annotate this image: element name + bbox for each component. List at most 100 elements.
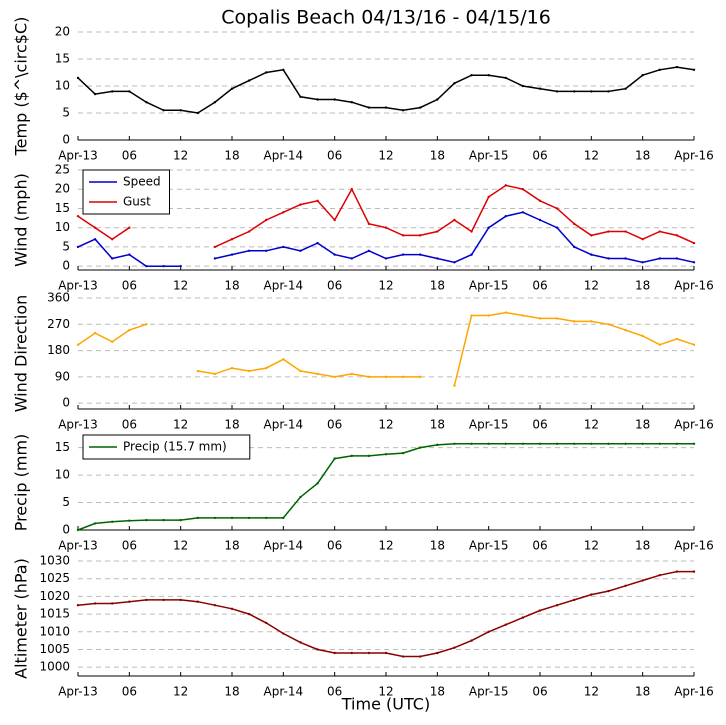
x-tick-label: 12 [584, 279, 599, 293]
data-point [487, 195, 490, 199]
y-tick-label: 1005 [39, 642, 70, 656]
data-point [282, 245, 285, 249]
data-point [213, 101, 217, 104]
data-point [436, 230, 439, 233]
x-tick-label: Apr-16 [674, 279, 714, 293]
data-point [384, 375, 388, 379]
data-point [179, 598, 182, 602]
data-point [641, 442, 644, 445]
x-tick-label: 06 [532, 539, 547, 553]
data-point [265, 218, 268, 222]
data-point [265, 516, 268, 520]
data-point [590, 90, 593, 93]
y-tick-label: 10 [55, 220, 70, 234]
x-tick-label: 06 [532, 685, 547, 699]
data-point [333, 457, 336, 460]
data-point [316, 372, 319, 376]
chart-title: Copalis Beach 04/13/16 - 04/15/16 [221, 7, 551, 29]
data-point [641, 579, 644, 582]
data-point [401, 253, 405, 256]
data-point [333, 98, 336, 101]
data-point [538, 87, 542, 90]
y-tick-label: 0 [62, 133, 70, 147]
x-tick-label: 06 [327, 685, 342, 699]
data-point [230, 238, 234, 241]
data-point [607, 442, 610, 445]
x-tick-label: 12 [584, 149, 599, 163]
data-point [162, 264, 165, 268]
data-point [573, 222, 576, 226]
x-tick-label: 12 [173, 279, 188, 293]
x-tick-label: 18 [430, 279, 445, 293]
data-point [76, 76, 80, 80]
data-point [145, 101, 148, 104]
y-tick-label: 360 [47, 291, 70, 305]
y-tick-label: 25 [55, 163, 70, 177]
x-tick-label: 12 [378, 279, 393, 293]
data-point [658, 230, 661, 233]
data-point [316, 199, 319, 202]
data-point [213, 516, 217, 520]
data-point [538, 218, 542, 222]
data-point [350, 101, 353, 104]
y-tick-label: 5 [62, 106, 70, 120]
data-point [624, 87, 627, 90]
data-point [145, 598, 148, 602]
data-point [76, 245, 80, 249]
legend-label: Gust [123, 195, 151, 209]
data-point [675, 442, 679, 445]
x-tick-label: Apr-14 [264, 149, 304, 163]
data-point [453, 384, 456, 387]
data-point [641, 334, 644, 338]
data-point [692, 343, 696, 346]
data-point [521, 314, 525, 317]
data-point [453, 646, 456, 649]
data-point [453, 261, 456, 264]
x-tick-label: 12 [584, 685, 599, 699]
y-tick-label: 0 [62, 396, 70, 410]
x-tick-label: Apr-13 [58, 149, 98, 163]
data-point [675, 234, 679, 237]
data-point [230, 366, 234, 370]
data-point [76, 528, 80, 532]
x-tick-label: Apr-15 [469, 685, 509, 699]
data-point [384, 453, 388, 456]
x-tick-label: Apr-16 [674, 539, 714, 553]
x-tick-label: 06 [327, 279, 342, 293]
data-point [247, 369, 251, 373]
y-tick-label: 15 [55, 440, 70, 454]
x-tick-label: 12 [378, 539, 393, 553]
data-point [658, 68, 661, 72]
data-point [658, 573, 661, 577]
data-point [367, 651, 371, 655]
data-point [128, 328, 131, 332]
data-point [590, 593, 593, 596]
data-point [299, 495, 302, 499]
data-point [111, 257, 114, 260]
data-point [93, 226, 97, 229]
x-tick-label: Apr-13 [58, 539, 98, 553]
data-point [299, 203, 302, 206]
y-tick-label: 180 [47, 343, 70, 357]
x-tick-label: 18 [430, 685, 445, 699]
y-tick-label: 1025 [39, 571, 70, 585]
data-point [401, 451, 405, 455]
data-point [470, 74, 473, 77]
x-tick-label: 12 [173, 149, 188, 163]
data-point [487, 74, 490, 77]
data-point [128, 600, 131, 603]
data-point [128, 226, 131, 229]
x-tick-label: 12 [378, 149, 393, 163]
data-point [350, 372, 353, 376]
data-point [658, 442, 661, 445]
data-point [692, 241, 696, 245]
x-tick-label: Apr-14 [264, 685, 304, 699]
data-point [111, 602, 114, 605]
y-axis-label: Altimeter (hPa) [12, 558, 31, 679]
data-point [247, 516, 251, 520]
data-point [247, 249, 251, 252]
x-tick-label: 18 [635, 539, 650, 553]
data-point [590, 320, 593, 323]
data-point [573, 320, 576, 323]
data-point [333, 375, 336, 379]
